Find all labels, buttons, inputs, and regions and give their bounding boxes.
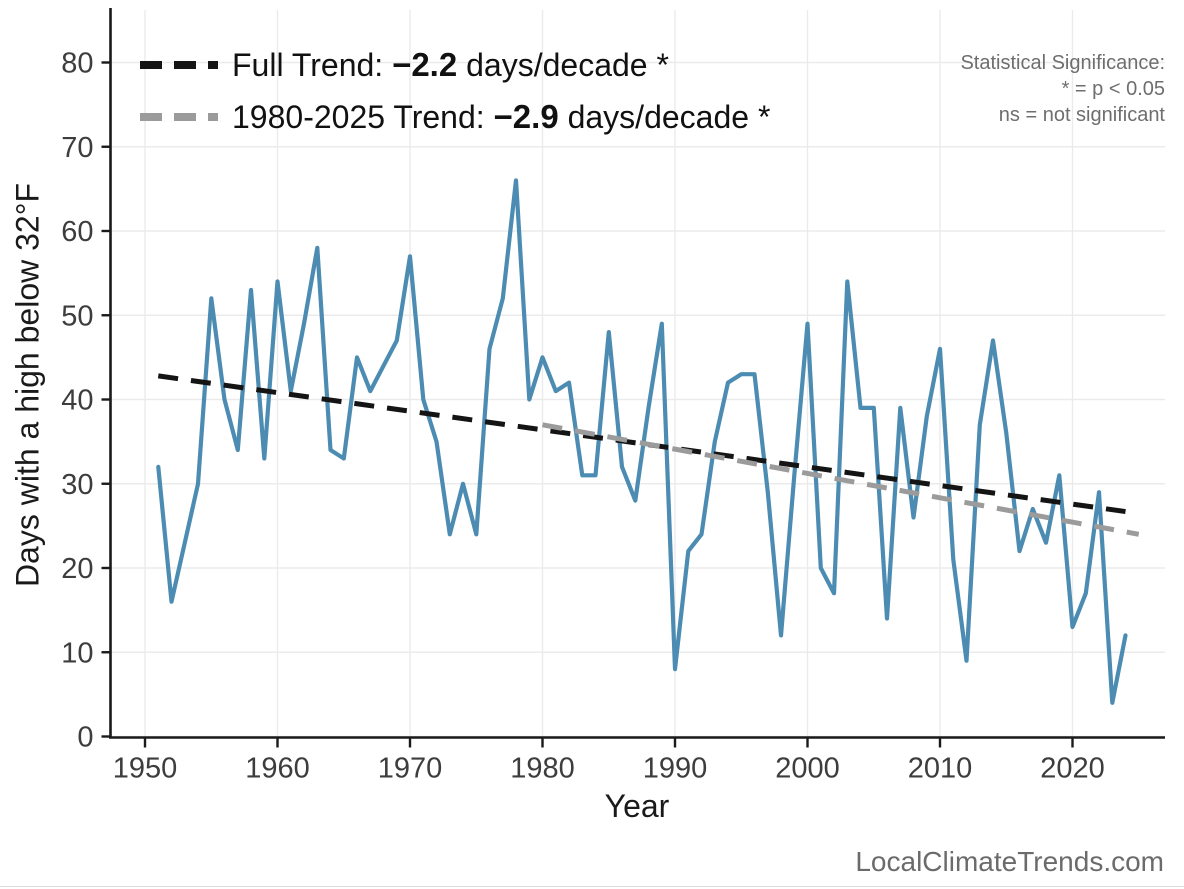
- legend-full-trend-suffix: days/decade *: [457, 47, 669, 83]
- y-tick-label-20: 20: [61, 553, 93, 585]
- y-tick-label-30: 30: [61, 469, 93, 501]
- legend-full-trend-prefix: Full Trend:: [232, 47, 393, 83]
- y-tick-label-0: 0: [77, 722, 93, 754]
- significance-note-ns: ns = not significant: [998, 104, 1165, 126]
- legend-label-full-trend: Full Trend: −2.2 days/decade *: [232, 46, 669, 84]
- y-tick-label-40: 40: [61, 385, 93, 417]
- legend-item-recent-trend: 1980-2025 Trend: −2.9 days/decade *: [140, 98, 770, 136]
- x-tick-label-1950: 1950: [113, 753, 178, 785]
- x-tick-label-1960: 1960: [245, 753, 310, 785]
- recent-trend-dash-sample-icon: [140, 113, 218, 121]
- data-series-line: [156, 178, 1128, 705]
- x-tick-label-2000: 2000: [775, 753, 840, 785]
- legend-label-recent-trend: 1980-2025 Trend: −2.9 days/decade *: [232, 98, 770, 136]
- footer-divider: [0, 886, 1184, 887]
- legend-item-full-trend: Full Trend: −2.2 days/decade *: [140, 46, 669, 84]
- x-tick-label-2020: 2020: [1040, 753, 1105, 785]
- legend-recent-trend-value: −2.9: [493, 98, 559, 135]
- x-axis-title: Year: [604, 788, 670, 824]
- x-tick-label-2010: 2010: [908, 753, 973, 785]
- legend-recent-trend-prefix: 1980-2025 Trend:: [232, 99, 494, 135]
- y-tick-label-10: 10: [61, 637, 93, 669]
- legend-full-trend-value: −2.2: [392, 46, 458, 83]
- y-tick-label-60: 60: [61, 216, 93, 248]
- significance-note-title: Statistical Significance:: [960, 52, 1165, 74]
- y-tick-label-70: 70: [61, 132, 93, 164]
- x-tick-label-1990: 1990: [643, 753, 708, 785]
- watermark-text: LocalClimateTrends.com: [855, 846, 1164, 877]
- full-trend-dash-sample-icon: [140, 61, 218, 69]
- y-tick-label-80: 80: [61, 48, 93, 80]
- y-tick-label-50: 50: [61, 300, 93, 332]
- significance-note: Statistical Significance: * = p < 0.05 n…: [960, 50, 1165, 128]
- x-tick-label-1970: 1970: [378, 753, 443, 785]
- significance-note-p-value: * = p < 0.05: [1061, 78, 1165, 100]
- x-tick-label-1980: 1980: [510, 753, 575, 785]
- legend-recent-trend-suffix: days/decade *: [558, 99, 771, 135]
- recent-trend-line: [542, 422, 1140, 537]
- y-axis-title: Days with a high below 32°F: [9, 182, 46, 588]
